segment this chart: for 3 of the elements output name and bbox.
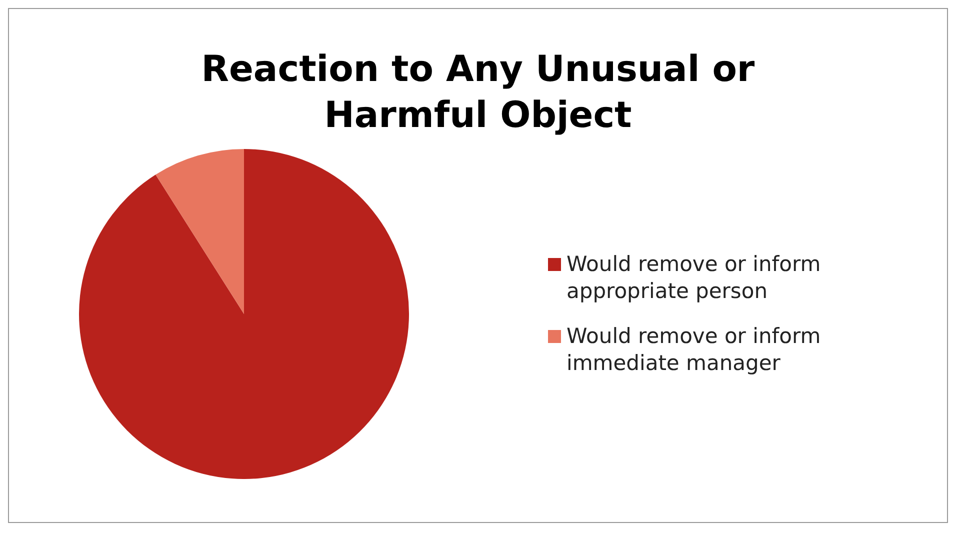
legend-label: Would remove or inform immediate manager	[566, 323, 822, 377]
legend-label: Would remove or inform appropriate person	[566, 251, 822, 305]
chart-title: Reaction to Any Unusual or Harmful Object	[200, 48, 756, 138]
